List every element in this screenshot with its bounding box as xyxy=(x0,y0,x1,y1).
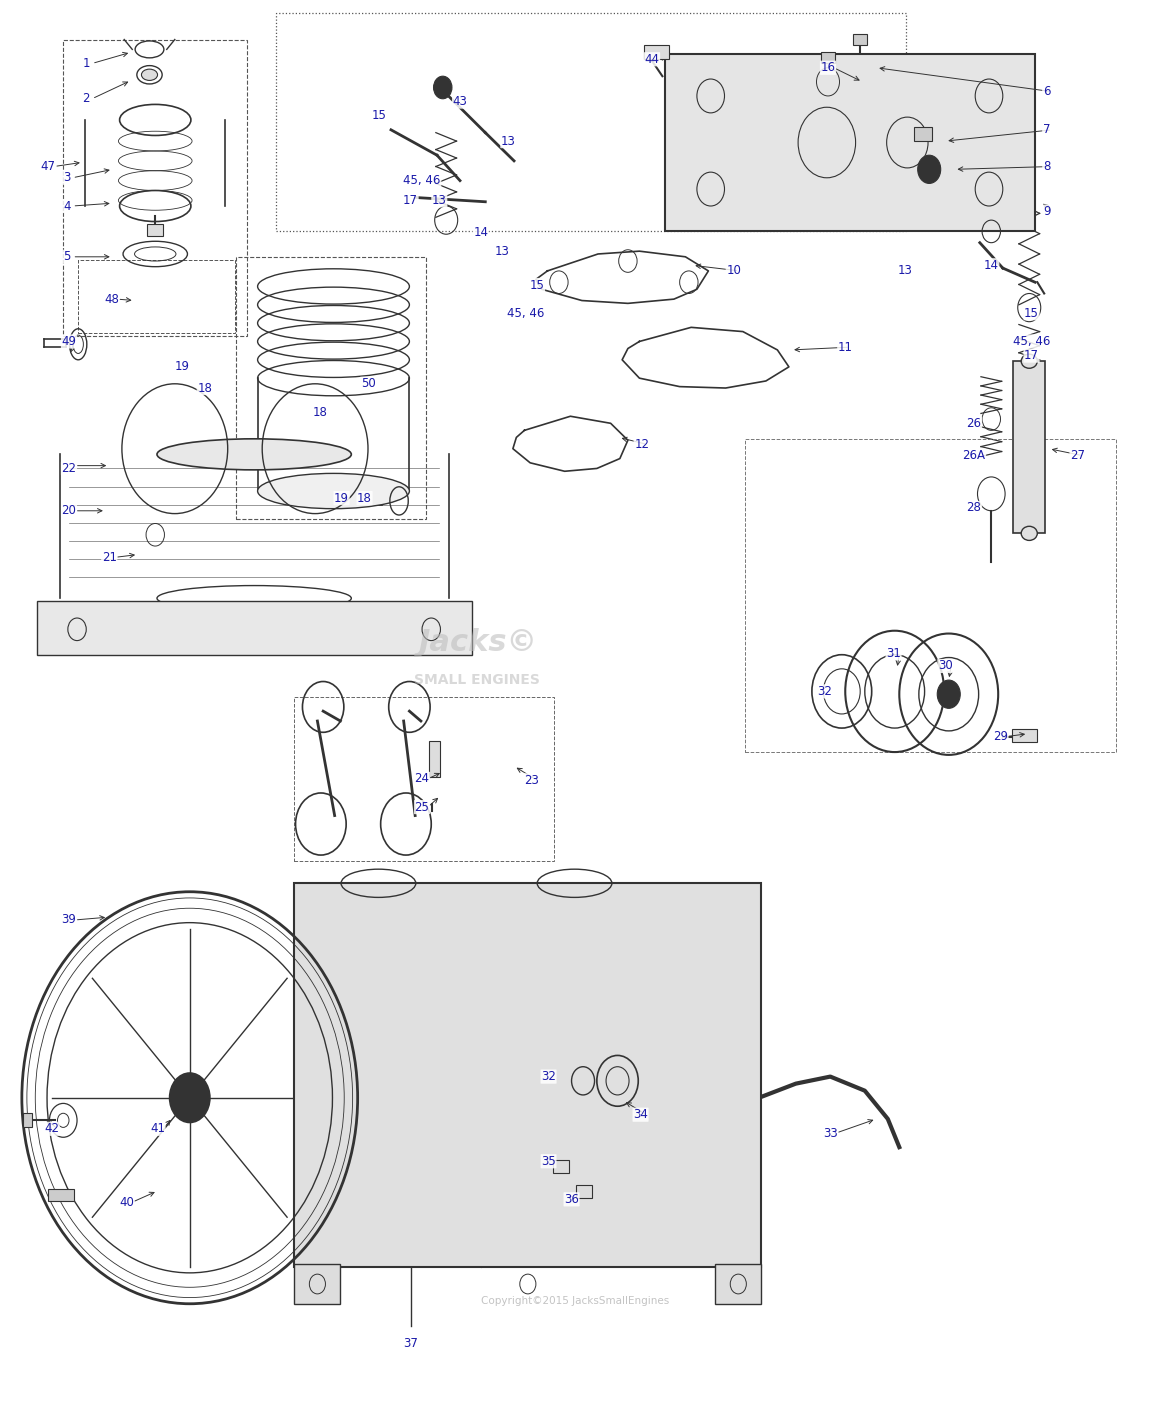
Text: 30: 30 xyxy=(938,659,952,673)
Text: 13: 13 xyxy=(501,134,515,148)
Bar xyxy=(665,54,1035,231)
Text: 26: 26 xyxy=(966,416,982,430)
Text: 32: 32 xyxy=(818,684,831,698)
Text: 18: 18 xyxy=(358,491,371,505)
Text: 42: 42 xyxy=(44,1122,60,1136)
Text: 18: 18 xyxy=(313,405,327,419)
Text: 15: 15 xyxy=(1025,306,1038,320)
Text: Jacks©: Jacks© xyxy=(417,628,537,656)
Text: 40: 40 xyxy=(120,1195,133,1209)
Text: 5: 5 xyxy=(63,250,70,264)
Bar xyxy=(294,883,761,1267)
Bar xyxy=(1013,361,1045,533)
Text: 45, 46: 45, 46 xyxy=(1013,334,1050,349)
Text: 45, 46: 45, 46 xyxy=(507,306,544,320)
Text: 17: 17 xyxy=(1024,349,1040,363)
Bar xyxy=(236,257,426,519)
Text: 6: 6 xyxy=(1043,85,1050,99)
Text: 8: 8 xyxy=(1043,159,1050,174)
Text: 21: 21 xyxy=(101,550,117,564)
Text: 28: 28 xyxy=(967,501,981,515)
Text: 11: 11 xyxy=(837,340,853,354)
Text: 23: 23 xyxy=(524,773,538,787)
Text: 37: 37 xyxy=(404,1336,417,1350)
Text: 1: 1 xyxy=(83,56,90,71)
Text: 13: 13 xyxy=(432,193,446,207)
Bar xyxy=(78,260,235,333)
Bar xyxy=(37,601,472,655)
Text: 44: 44 xyxy=(644,52,660,66)
Text: 16: 16 xyxy=(820,61,836,75)
Text: 29: 29 xyxy=(992,729,1009,744)
Ellipse shape xyxy=(156,439,352,470)
Bar xyxy=(821,52,835,63)
Text: 14: 14 xyxy=(473,226,489,240)
Text: 13: 13 xyxy=(496,244,509,258)
Text: 27: 27 xyxy=(1070,449,1086,463)
Circle shape xyxy=(937,680,960,708)
Text: 12: 12 xyxy=(634,437,650,452)
Circle shape xyxy=(918,155,941,183)
Text: 31: 31 xyxy=(887,646,900,660)
Bar xyxy=(914,127,932,141)
Text: 19: 19 xyxy=(334,491,350,505)
Circle shape xyxy=(169,1072,210,1123)
Ellipse shape xyxy=(1021,354,1037,368)
Bar xyxy=(294,697,554,861)
Text: 24: 24 xyxy=(414,772,430,786)
Text: 4: 4 xyxy=(63,199,70,213)
Text: 34: 34 xyxy=(634,1108,647,1122)
Text: SMALL ENGINES: SMALL ENGINES xyxy=(414,673,540,687)
Bar xyxy=(715,1264,761,1304)
Text: 3: 3 xyxy=(63,171,70,185)
Bar xyxy=(147,224,163,236)
Bar xyxy=(429,741,440,777)
Text: 50: 50 xyxy=(361,377,375,391)
Text: 25: 25 xyxy=(415,800,429,814)
Text: 45, 46: 45, 46 xyxy=(404,174,440,188)
Text: 20: 20 xyxy=(62,504,76,518)
Text: 10: 10 xyxy=(727,264,741,278)
Bar xyxy=(294,1264,340,1304)
Ellipse shape xyxy=(141,69,158,80)
Text: 36: 36 xyxy=(565,1192,578,1206)
Ellipse shape xyxy=(258,474,409,509)
Text: 47: 47 xyxy=(40,159,56,174)
Text: 43: 43 xyxy=(453,95,467,109)
Bar xyxy=(576,1185,592,1198)
Text: 22: 22 xyxy=(61,461,77,476)
Bar xyxy=(745,439,1116,752)
Text: 7: 7 xyxy=(1043,123,1050,137)
Circle shape xyxy=(434,76,452,99)
Bar xyxy=(276,13,906,231)
Text: 39: 39 xyxy=(62,913,76,927)
Bar xyxy=(23,1113,32,1127)
Text: 18: 18 xyxy=(198,381,212,395)
Text: 2: 2 xyxy=(83,92,90,106)
Text: 15: 15 xyxy=(530,278,544,292)
Bar xyxy=(1012,729,1037,742)
Bar xyxy=(644,45,669,59)
Text: Copyright©2015 JacksSmallEngines: Copyright©2015 JacksSmallEngines xyxy=(481,1295,669,1307)
Text: 35: 35 xyxy=(542,1154,555,1168)
Bar xyxy=(48,1189,74,1201)
Text: 19: 19 xyxy=(174,360,190,374)
Bar xyxy=(63,40,247,336)
Text: 14: 14 xyxy=(983,258,999,272)
Text: 41: 41 xyxy=(150,1122,166,1136)
Text: 33: 33 xyxy=(823,1126,837,1140)
Bar xyxy=(853,34,867,45)
Text: 9: 9 xyxy=(1043,205,1050,219)
Ellipse shape xyxy=(1021,526,1037,540)
Text: 17: 17 xyxy=(402,193,419,207)
Text: 15: 15 xyxy=(373,109,386,123)
Text: 32: 32 xyxy=(542,1070,555,1084)
Text: 48: 48 xyxy=(105,292,118,306)
Bar xyxy=(553,1160,569,1173)
Text: 49: 49 xyxy=(61,334,77,349)
Text: 13: 13 xyxy=(898,264,912,278)
Text: 26A: 26A xyxy=(963,449,986,463)
